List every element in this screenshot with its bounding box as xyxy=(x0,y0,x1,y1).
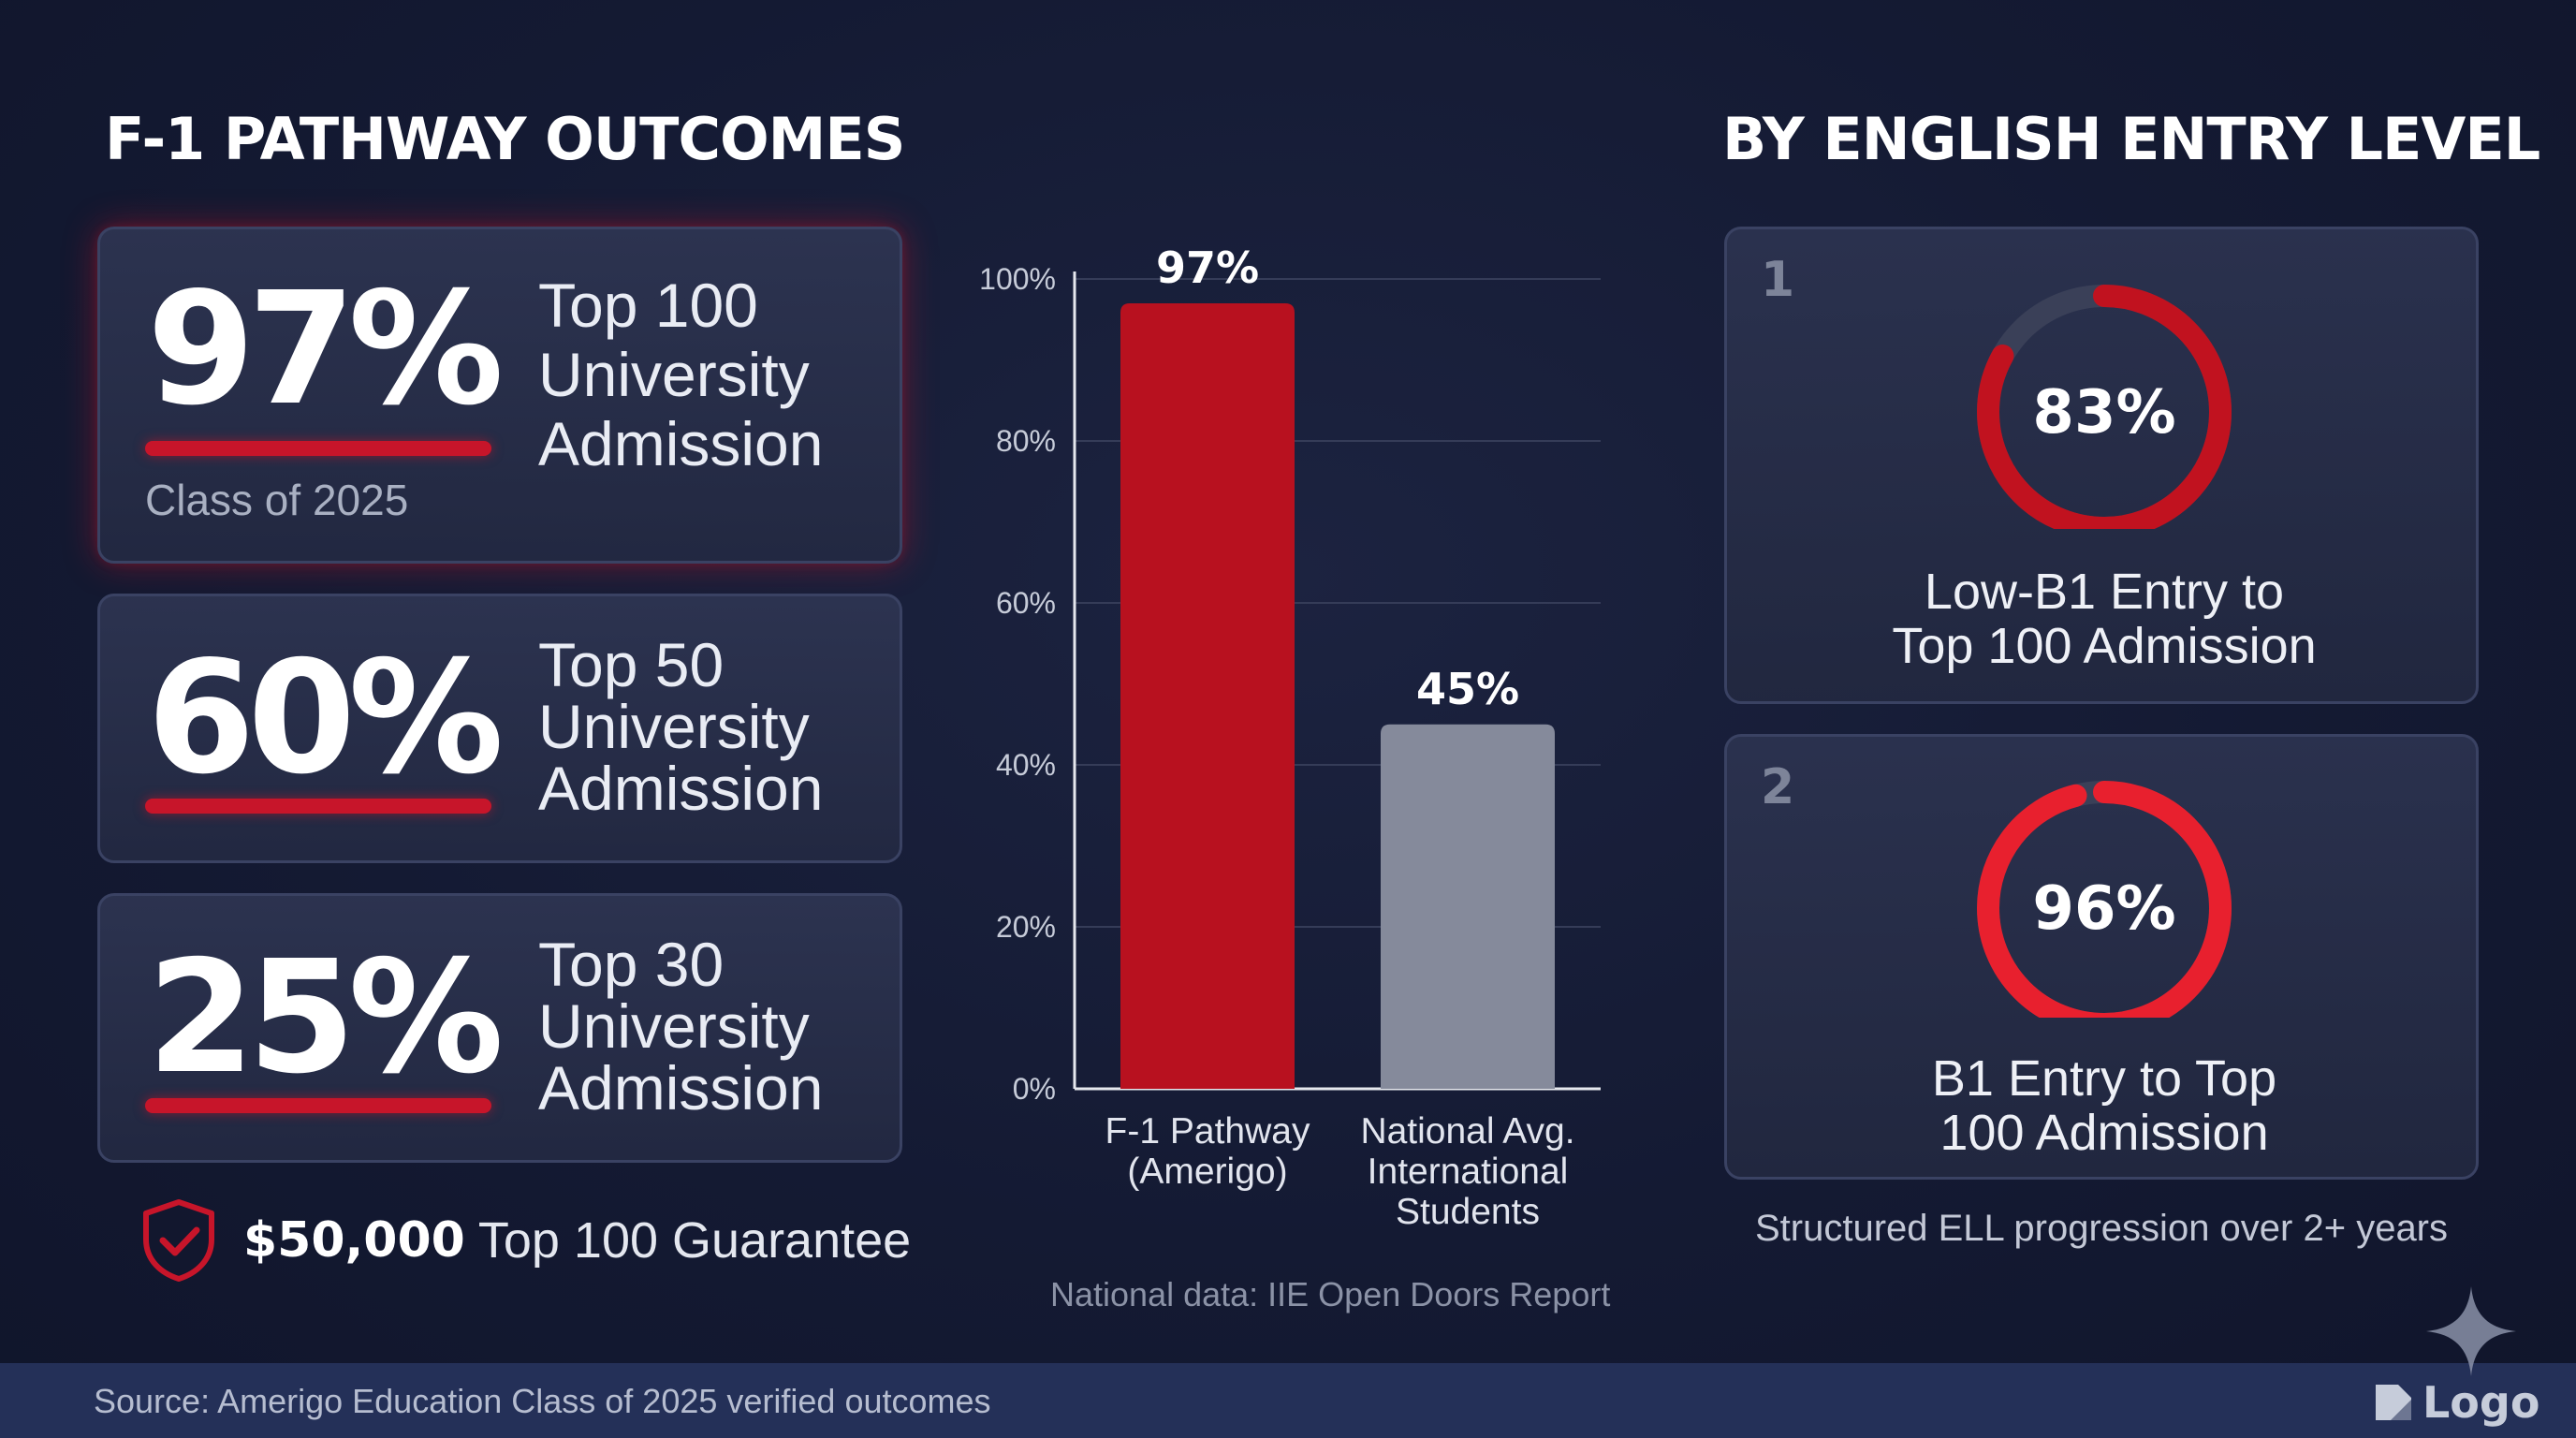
level-label: B1 Entry to Top 100 Admission xyxy=(1727,1051,2481,1160)
stat-label-line: Top 30 xyxy=(538,930,724,999)
stat-underline xyxy=(145,1098,491,1113)
level-card-b1: 2 96% B1 Entry to Top 100 Admission xyxy=(1724,734,2479,1180)
x-tick-label: International xyxy=(1368,1152,1569,1192)
progress-ring: 83% xyxy=(1977,285,2232,529)
logo-mark-icon xyxy=(2376,1385,2411,1420)
stat-value: 60% xyxy=(147,628,504,809)
sparkle-icon xyxy=(2426,1286,2516,1376)
x-tick-label: National Avg. xyxy=(1360,1111,1574,1152)
stat-label-line: University xyxy=(538,692,810,761)
x-tick-label: F-1 Pathway xyxy=(1105,1111,1310,1152)
ring-progress xyxy=(1977,781,2232,1018)
stat-label: Top 50 University Admission xyxy=(538,634,823,819)
ring-value: 83% xyxy=(2032,378,2175,448)
progress-ring: 96% xyxy=(1977,781,2232,1018)
y-tick-label: 20% xyxy=(996,910,1056,944)
level-label: Low-B1 Entry to Top 100 Admission xyxy=(1727,565,2481,673)
stat-label: Top 100 University Admission xyxy=(538,271,823,478)
footer-bar: Source: Amerigo Education Class of 2025 … xyxy=(0,1363,2576,1438)
y-tick-label: 100% xyxy=(979,262,1056,296)
stat-label-line: Admission xyxy=(538,754,824,823)
level-label-line: 100 Admission xyxy=(1939,1105,2269,1161)
stat-label: Top 30 University Admission xyxy=(538,933,823,1119)
stat-subtitle: Class of 2025 xyxy=(145,476,409,524)
x-tick-label: Students xyxy=(1396,1192,1540,1232)
stat-card-top100: 97% Class of 2025 Top 100 University Adm… xyxy=(97,227,902,564)
bar-data-label: 45% xyxy=(1416,664,1519,714)
bar-data-label: 97% xyxy=(1156,242,1259,293)
right-section-title: BY ENGLISH ENTRY LEVEL xyxy=(1722,105,2540,173)
logo-text: Logo xyxy=(2422,1377,2540,1428)
level-card-low-b1: 1 83% Low-B1 Entry to Top 100 Admission xyxy=(1724,227,2479,704)
shield-check-icon xyxy=(143,1199,214,1282)
guarantee-amount: $50,000 xyxy=(243,1212,465,1269)
footer-source: Source: Amerigo Education Class of 2025 … xyxy=(94,1382,991,1420)
level-label-line: Low-B1 Entry to xyxy=(1924,564,2285,620)
bar-1 xyxy=(1120,302,1295,1089)
stat-label-line: University xyxy=(538,340,810,409)
y-tick-label: 80% xyxy=(996,424,1056,458)
y-tick-label: 40% xyxy=(996,748,1056,782)
stat-label-line: Admission xyxy=(538,1053,824,1123)
level-number: 1 xyxy=(1761,252,1795,308)
level-label-line: B1 Entry to Top xyxy=(1931,1050,2277,1107)
stat-label-line: Top 100 xyxy=(538,271,758,340)
left-section-title: F-1 PATHWAY OUTCOMES xyxy=(105,105,905,173)
stat-label-line: University xyxy=(538,991,810,1061)
stat-underline xyxy=(145,799,491,814)
guarantee-banner: $50,000 Top 100 Guarantee xyxy=(140,1198,911,1283)
ring-progress xyxy=(1977,285,2232,529)
stat-label-line: Top 50 xyxy=(538,630,724,699)
stat-card-top30: 25% Top 30 University Admission xyxy=(97,893,902,1163)
logo: Logo xyxy=(2374,1374,2539,1431)
bar-2 xyxy=(1381,724,1555,1089)
level-number: 2 xyxy=(1761,759,1795,815)
stat-label-line: Admission xyxy=(538,409,824,478)
progression-note: Structured ELL progression over 2+ years xyxy=(1754,1208,2449,1249)
y-tick-label: 60% xyxy=(996,586,1056,620)
stat-card-top50: 60% Top 50 University Admission xyxy=(97,594,902,863)
chart-source-note: National data: IIE Open Doors Report xyxy=(1050,1275,1611,1313)
y-tick-label: 0% xyxy=(1013,1072,1056,1106)
stat-value: 97% xyxy=(147,259,504,440)
x-tick-label: (Amerigo) xyxy=(1127,1152,1287,1192)
level-label-line: Top 100 Admission xyxy=(1892,618,2317,674)
stat-underline xyxy=(145,441,491,456)
guarantee-text: Top 100 Guarantee xyxy=(477,1212,912,1269)
ring-value: 96% xyxy=(2032,874,2175,944)
stat-value: 25% xyxy=(147,928,504,1108)
